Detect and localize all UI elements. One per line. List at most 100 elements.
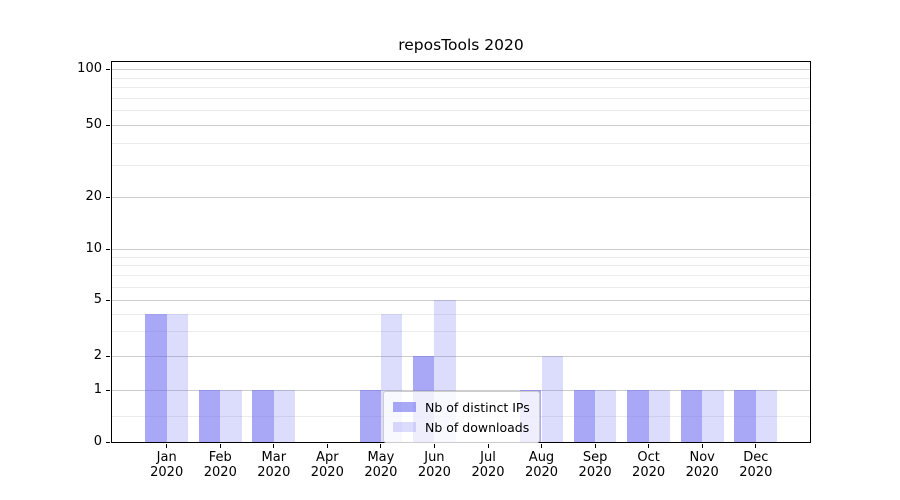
minor-gridline xyxy=(112,77,810,79)
x-tick-year: 2020 xyxy=(364,465,398,480)
y-tick-label: 2 xyxy=(93,348,102,363)
y-tick-mark xyxy=(106,442,110,443)
chart-title: reposTools 2020 xyxy=(398,36,524,54)
x-tick-mark xyxy=(594,444,596,448)
bar-nb-of-distinct-ips-oct xyxy=(627,390,649,442)
y-tick-mark xyxy=(106,69,110,70)
bar-nb-of-downloads-sep xyxy=(595,390,617,442)
major-gridline xyxy=(112,249,810,250)
major-gridline xyxy=(112,197,810,198)
x-tick-month: Aug xyxy=(528,450,555,465)
bar-nb-of-downloads-nov xyxy=(702,390,724,442)
bar-nb-of-distinct-ips-jan xyxy=(145,313,167,442)
y-tick-mark xyxy=(106,249,110,250)
legend-label: Nb of distinct IPs xyxy=(425,399,530,415)
bar-nb-of-downloads-oct xyxy=(648,390,670,442)
x-tick-month: Feb xyxy=(208,450,232,465)
y-tick-label: 20 xyxy=(85,189,102,204)
x-tick-label: Apr 2020 xyxy=(299,450,355,480)
x-tick-label: May 2020 xyxy=(353,450,409,480)
minor-gridline xyxy=(112,331,810,333)
y-tick-label: 100 xyxy=(77,61,102,76)
x-tick-mark xyxy=(541,444,542,448)
legend: Nb of distinct IPs Nb of downloads xyxy=(383,391,540,443)
y-tick-label: 50 xyxy=(85,117,102,132)
y-tick-label: 5 xyxy=(93,292,102,307)
bar-nb-of-distinct-ips-may xyxy=(359,390,381,442)
minor-gridline xyxy=(112,286,810,288)
x-tick-label: Aug 2020 xyxy=(514,450,570,480)
major-gridline xyxy=(112,69,810,70)
legend-entry: Nb of downloads xyxy=(393,417,530,437)
x-tick-mark xyxy=(648,444,650,448)
x-tick-year: 2020 xyxy=(471,465,505,480)
x-tick-label: Mar 2020 xyxy=(246,450,302,480)
minor-gridline xyxy=(112,142,810,144)
bar-nb-of-distinct-ips-nov xyxy=(680,390,703,442)
bar-nb-of-distinct-ips-dec xyxy=(734,390,756,442)
x-tick-label: Jul 2020 xyxy=(460,450,516,480)
bar-nb-of-downloads-aug xyxy=(541,356,563,442)
minor-gridline xyxy=(112,275,810,277)
x-tick-month: Oct xyxy=(637,450,660,465)
y-tick-label: 10 xyxy=(85,241,102,256)
x-tick-mark xyxy=(219,444,221,448)
x-tick-year: 2020 xyxy=(739,465,773,480)
y-tick-mark xyxy=(106,300,110,301)
y-tick-mark xyxy=(106,125,110,126)
bar-nb-of-downloads-dec xyxy=(755,390,778,442)
major-gridline xyxy=(112,300,810,301)
legend-swatch-icon xyxy=(393,402,416,412)
major-gridline xyxy=(112,125,810,126)
x-tick-mark xyxy=(166,444,168,448)
x-tick-year: 2020 xyxy=(632,465,666,480)
x-tick-year: 2020 xyxy=(578,465,612,480)
x-tick-year: 2020 xyxy=(150,465,184,480)
minor-gridline xyxy=(112,110,810,112)
x-tick-year: 2020 xyxy=(417,465,451,480)
x-tick-mark xyxy=(487,444,489,448)
x-tick-year: 2020 xyxy=(524,465,559,480)
x-tick-month: May xyxy=(367,450,395,465)
x-tick-label: Sep 2020 xyxy=(567,450,623,480)
x-tick-mark xyxy=(273,444,275,448)
x-tick-month: Jun xyxy=(424,450,445,465)
major-gridline xyxy=(112,356,810,357)
x-tick-month: Apr xyxy=(316,450,339,465)
y-tick-label: 0 xyxy=(93,434,102,449)
x-tick-year: 2020 xyxy=(257,465,291,480)
minor-gridline xyxy=(112,313,810,315)
minor-gridline xyxy=(112,165,810,167)
bar-nb-of-distinct-ips-mar xyxy=(252,390,274,442)
major-gridline xyxy=(112,390,810,391)
x-tick-month: Jul xyxy=(480,450,496,465)
legend-label: Nb of downloads xyxy=(425,419,530,435)
x-tick-label: Jan 2020 xyxy=(139,450,195,480)
x-tick-label: Jun 2020 xyxy=(406,450,462,480)
x-tick-month: Jan xyxy=(156,450,177,465)
minor-gridline xyxy=(112,256,810,258)
bar-nb-of-distinct-ips-sep xyxy=(573,390,596,442)
bar-nb-of-distinct-ips-feb xyxy=(198,390,221,442)
legend-swatch-icon xyxy=(393,422,416,432)
x-tick-mark xyxy=(433,444,435,448)
x-tick-mark xyxy=(755,444,757,448)
x-tick-mark xyxy=(701,444,703,448)
y-tick-mark xyxy=(106,356,110,357)
x-tick-month: Dec xyxy=(743,450,769,465)
minor-gridline xyxy=(112,87,810,89)
y-tick-label: 1 xyxy=(93,382,102,397)
minor-gridline xyxy=(112,97,810,99)
x-tick-mark xyxy=(380,444,382,448)
x-tick-year: 2020 xyxy=(310,465,344,480)
x-tick-month: Mar xyxy=(261,450,287,465)
minor-gridline xyxy=(112,265,810,267)
y-tick-mark xyxy=(106,197,110,198)
x-tick-year: 2020 xyxy=(203,465,237,480)
x-tick-year: 2020 xyxy=(685,465,719,480)
x-tick-label: Nov 2020 xyxy=(674,450,730,480)
x-tick-label: Dec 2020 xyxy=(728,450,784,480)
bar-nb-of-downloads-mar xyxy=(273,390,296,442)
x-tick-month: Nov xyxy=(689,450,715,465)
